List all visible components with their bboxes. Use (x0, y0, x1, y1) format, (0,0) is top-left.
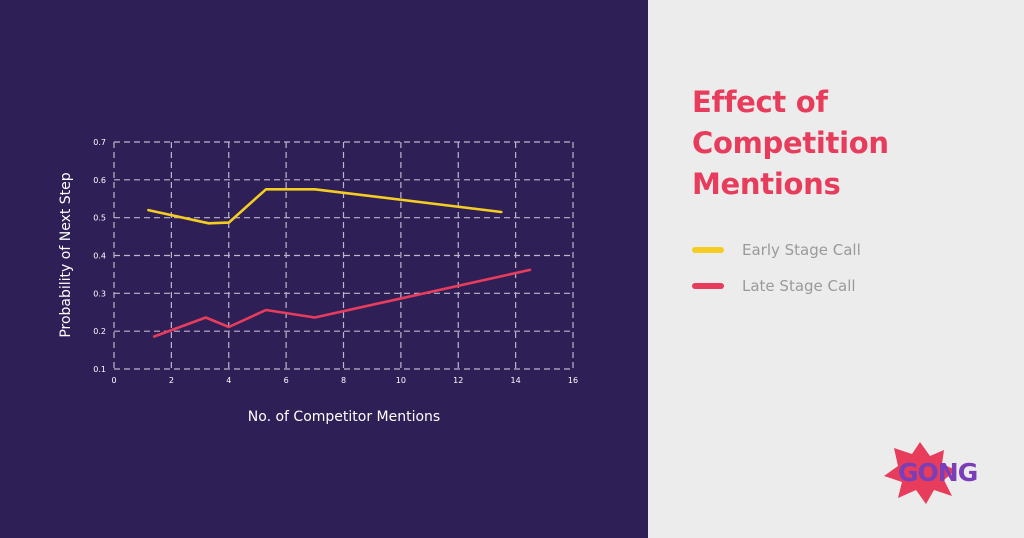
x-tick-label-2: 4 (226, 376, 231, 385)
legend-item-late: Late Stage Call (692, 268, 861, 304)
legend: Early Stage Call Late Stage Call (692, 232, 861, 304)
x-tick-label-7: 14 (511, 376, 521, 385)
chart-panel (0, 0, 648, 538)
legend-label-late: Late Stage Call (742, 277, 856, 295)
y-tick-label-5: 0.6 (93, 176, 106, 185)
x-tick-label-5: 10 (396, 376, 406, 385)
series-line-early (147, 188, 503, 225)
x-axis-ticks: 0 2 4 6 8 10 12 14 16 (111, 376, 578, 385)
legend-item-early: Early Stage Call (692, 232, 861, 268)
y-tick-label-4: 0.5 (93, 214, 106, 223)
legend-swatch-early (692, 247, 724, 253)
x-tick-label-1: 2 (169, 376, 174, 385)
x-axis-label: No. of Competitor Mentions (248, 409, 440, 425)
y-tick-label-3: 0.4 (93, 252, 106, 261)
y-axis-label: Probability of Next Step (58, 172, 74, 337)
legend-label-early: Early Stage Call (742, 241, 861, 259)
x-tick-label-0: 0 (111, 376, 116, 385)
title-line-2: Competition (692, 126, 889, 160)
legend-swatch-late (692, 283, 724, 289)
gong-logo: GONG (880, 440, 990, 510)
info-panel: Effect of Competition Mentions Early Sta… (648, 0, 1024, 538)
y-tick-label-2: 0.3 (93, 289, 106, 298)
x-tick-label-4: 8 (341, 376, 346, 385)
chart-grid (113, 141, 574, 370)
x-tick-label-3: 6 (284, 376, 289, 385)
title-line-3: Mentions (692, 167, 841, 201)
chart-title: Effect of Competition Mentions (692, 82, 992, 205)
y-tick-label-1: 0.2 (93, 327, 106, 336)
y-axis-ticks: 0.1 0.2 0.3 0.4 0.5 0.6 0.7 (93, 138, 106, 374)
logo-burst-icon (884, 442, 956, 504)
x-tick-label-8: 16 (568, 376, 578, 385)
title-line-1: Effect of (692, 85, 828, 119)
line-chart: 0 2 4 6 8 10 12 14 16 0.1 0.2 0.3 0.4 0.5 0.6 0.7 No. … (58, 138, 578, 425)
series-line-late (152, 268, 532, 338)
y-tick-label-6: 0.7 (93, 138, 106, 147)
logo-text: GONG (898, 458, 978, 487)
y-tick-label-0: 0.1 (93, 365, 106, 374)
x-tick-label-6: 12 (453, 376, 463, 385)
series-lines (147, 188, 532, 338)
